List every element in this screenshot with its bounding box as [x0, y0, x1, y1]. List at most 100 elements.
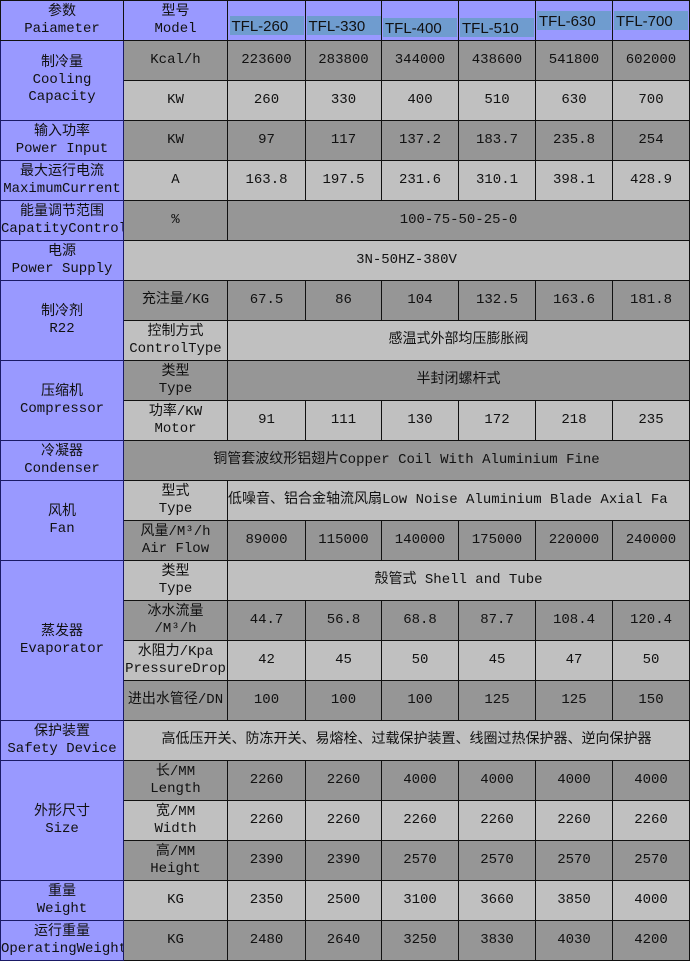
parameter-label-cn: 运行重量	[34, 923, 90, 940]
table-row: 最大运行电流 MaximumCurrent A 163.8 197.5 231.6 310.…	[0, 160, 690, 201]
spanning-value: 感温式外部均压膨胀阀	[227, 320, 690, 361]
model-name: TFL-400	[383, 18, 457, 37]
parameter-label-cn: 电源	[48, 243, 76, 260]
spanning-value-text: 半封闭螺杆式	[416, 372, 501, 388]
value-cell: 2500	[305, 880, 382, 921]
sub-parameter-text: 长/MM	[155, 763, 196, 780]
sub-parameter-text: KW	[167, 92, 184, 108]
table-row: 重量 Weight KG 2350 2500 3100 3660 3850 4000	[0, 880, 690, 921]
value-cell: 67.5	[227, 280, 306, 321]
table-row: 制冷剂 R22 充注量/KG 67.5 86 104 132.5 163.6 181.8	[0, 280, 690, 361]
sub-parameter-text: 类型	[161, 563, 190, 580]
value-cell: 108.4	[535, 600, 613, 641]
parameter-label: 运行重量 OperatingWeight	[0, 920, 124, 961]
value-cell: 218	[535, 400, 613, 441]
value-cell: 163.8	[227, 160, 306, 201]
value-cell: 400	[381, 80, 459, 121]
parameter-label-cn: 风机	[48, 503, 76, 520]
value-cell: 700	[612, 80, 690, 121]
value-cell: 2570	[535, 840, 613, 881]
sub-parameter-label: 水阻力/Kpa PressureDrop	[123, 640, 228, 681]
model-header-cn: 型号	[161, 3, 190, 20]
table-row: 冰水流量/M³/h 44.7 56.8 68.8 87.7 108.4 120.4	[1, 600, 690, 641]
value-cell: 344000	[381, 40, 459, 81]
value-cell: 3250	[381, 920, 459, 961]
table-row: 宽/MM Width 2260 2260 2260 2260 2260 2260	[1, 800, 690, 841]
value-cell: 2260	[381, 800, 459, 841]
model-header: 型号 Model	[123, 0, 228, 41]
spanning-value-text: 感温式外部均压膨胀阀	[388, 332, 529, 348]
value-cell: 2260	[458, 800, 536, 841]
model-name: TFL-510	[460, 18, 534, 37]
value-cell: 3830	[458, 920, 536, 961]
sub-parameter-label: 充注量/KG	[123, 280, 228, 321]
parameter-label-en: MaximumCurrent	[3, 180, 121, 197]
value-cell: 4000	[381, 760, 459, 801]
sub-parameter-label: 长/MM Length	[123, 760, 228, 801]
table-row: 风量/M³/h Air Flow 89000 115000 140000 175000 22…	[1, 520, 690, 561]
spanning-value: 殼管式 Shell and Tube	[227, 560, 690, 601]
value-cell: 45	[458, 640, 536, 681]
value-cell: 4030	[535, 920, 613, 961]
parameter-label: 风机 Fan	[0, 480, 124, 561]
parameter-label-cn: 制冷剂	[41, 303, 83, 320]
table-row: 蒸发器 Evaporator 类型 Type 殼管式 Shell and Tube	[0, 560, 690, 721]
parameter-label-cn: 输入功率	[34, 123, 90, 140]
table-row: 能量调节范围 CapatityControl% 100-75-50-25-0	[0, 200, 690, 241]
parameter-label-cn: 冷凝器	[41, 443, 83, 460]
value-cell: 240000	[612, 520, 690, 561]
value-cell: 223600	[227, 40, 306, 81]
value-cell: 140000	[381, 520, 459, 561]
sub-parameter-label: KG	[123, 880, 228, 921]
value-cell: 2260	[612, 800, 690, 841]
table-row: KW 260 330 400 510 630 700	[1, 80, 690, 121]
parameter-label-cn: 重量	[48, 883, 76, 900]
spanning-value: 低噪音、铝合金轴流风扇Low Noise Aluminium Blade Axi…	[227, 480, 690, 521]
sub-parameter-text: ControlType	[129, 340, 222, 357]
value-cell: 100	[305, 680, 382, 721]
value-cell: 4000	[612, 880, 690, 921]
table-row: 输入功率 Power Input KW 97 117 137.2 183.7 235.8 254	[0, 120, 690, 161]
spanning-value: 半封闭螺杆式	[227, 360, 690, 401]
spanning-value: 3N-50HZ-380V	[123, 240, 690, 281]
table-row: 风机 Fan 型式 Type 低噪音、铝合金轴流风扇Low Noise Aluminiu…	[0, 480, 690, 561]
model-header-cell: TFL-400	[381, 0, 459, 41]
sub-parameter-label: 宽/MM Width	[123, 800, 228, 841]
value-cell: 3660	[458, 880, 536, 921]
value-cell: 137.2	[381, 120, 459, 161]
value-cell: 183.7	[458, 120, 536, 161]
parameter-label: 冷凝器 Condenser	[0, 440, 124, 481]
parameter-label-en: Power Input	[15, 140, 109, 157]
table-row: 控制方式 ControlType 感温式外部均压膨胀阀	[1, 320, 690, 361]
value-cell: 254	[612, 120, 690, 161]
model-header-cell: TFL-330	[305, 0, 382, 41]
value-cell: 91	[227, 400, 306, 441]
model-name: TFL-630	[537, 11, 611, 30]
sub-parameter-text: Width	[154, 820, 197, 837]
value-cell: 89000	[227, 520, 306, 561]
sub-parameter-text: 风量/M³/h	[140, 523, 211, 540]
table-row: 压缩机 Compressor 类型 Type 半封闭螺杆式	[0, 360, 690, 441]
sub-parameter-label: 型式 Type	[123, 480, 228, 521]
parameter-label-cn: 压缩机	[41, 383, 83, 400]
value-cell: 541800	[535, 40, 613, 81]
spanning-value-text: 高低压开关、防冻开关、易熔栓、过载保护装置、线圈过热保护器、逆向保护器	[161, 732, 652, 748]
sub-parameter-text: Height	[150, 860, 201, 877]
value-cell: 97	[227, 120, 306, 161]
sub-parameter-text: PressureDrop	[125, 660, 226, 677]
sub-parameter-text: KG	[167, 892, 184, 908]
value-cell: 235.8	[535, 120, 613, 161]
value-cell: 510	[458, 80, 536, 121]
model-header-en: Model	[154, 20, 197, 37]
value-cell: 117	[305, 120, 382, 161]
table-row: 功率/KW Motor 91 111 130 172 218 235	[1, 400, 690, 441]
sub-parameter-text: 型式	[161, 483, 190, 500]
sub-parameter-label: 类型 Type	[123, 560, 228, 601]
sub-parameter-text: Air Flow	[141, 540, 210, 557]
value-cell: 310.1	[458, 160, 536, 201]
parameter-label-cn: 能量调节范围	[20, 203, 104, 220]
value-cell: 2260	[227, 760, 306, 801]
parameter-label: 重量 Weight	[0, 880, 124, 921]
parameter-label: 能量调节范围 CapatityControl	[0, 200, 124, 241]
value-cell: 125	[458, 680, 536, 721]
